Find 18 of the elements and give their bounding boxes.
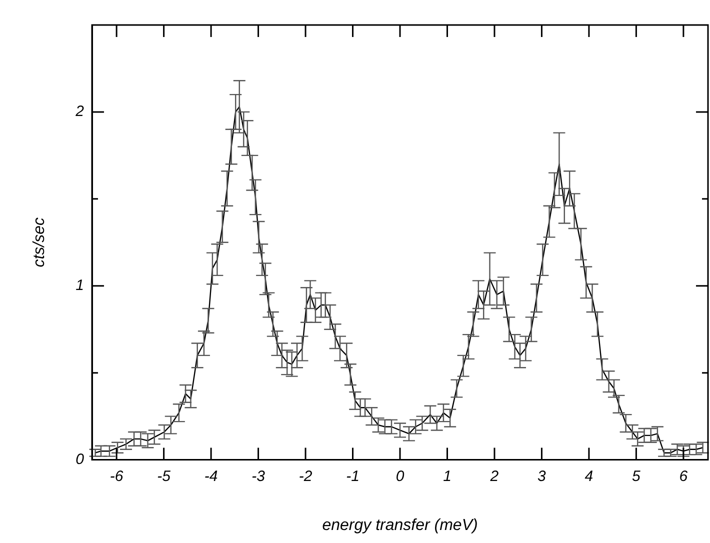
x-tick-label: 0 [396,468,405,485]
x-axis-title: energy transfer (meV) [322,516,478,534]
x-tick-label: 6 [679,468,688,485]
y-tick-label: 0 [76,450,85,468]
x-tick-label: -5 [157,468,172,485]
x-tick-label: -1 [346,468,360,485]
x-tick-label: 3 [538,468,547,485]
x-tick-label: -4 [204,468,218,485]
y-tick-label: 1 [76,277,84,294]
y-axis-title: cts/sec [31,218,48,268]
x-tick-label: -6 [110,468,124,485]
x-tick-label: 2 [489,468,500,485]
x-tick-label: 4 [584,468,594,485]
x-tick-label: 5 [632,468,642,485]
x-tick-label: -3 [252,468,266,485]
x-tick-label: -2 [298,468,313,485]
y-tick-label: 2 [74,103,85,120]
x-tick-label: 1 [443,468,452,485]
